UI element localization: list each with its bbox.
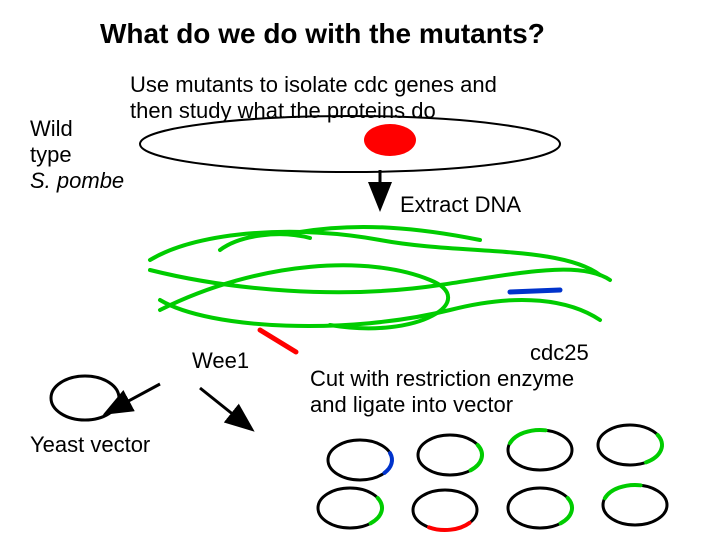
label-cut-ligate: Cut with restriction enzymeand ligate in… xyxy=(310,366,574,418)
label-wild-type: WildtypeS. pombe xyxy=(30,116,124,194)
label-yeast-vector: Yeast vector xyxy=(30,432,150,458)
page-title: What do we do with the mutants? xyxy=(100,18,545,50)
label-cdc25: cdc25 xyxy=(530,340,589,366)
label-wee1: Wee1 xyxy=(192,348,249,374)
subtitle: Use mutants to isolate cdc genes andthen… xyxy=(130,72,497,124)
label-extract-dna: Extract DNA xyxy=(400,192,521,218)
